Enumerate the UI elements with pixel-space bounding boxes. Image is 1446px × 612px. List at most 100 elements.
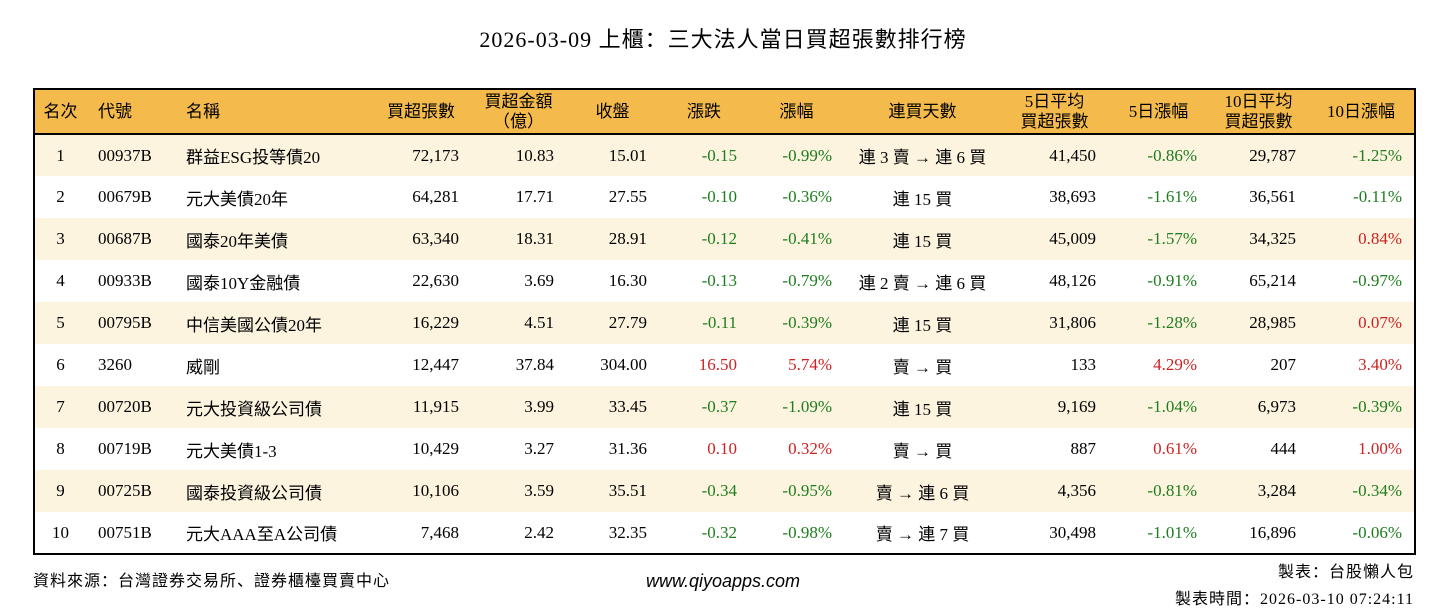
- cell-pct5: 4.29%: [1108, 344, 1209, 387]
- cell-chg_pct: -1.09%: [749, 386, 844, 429]
- cell-pct5: -1.61%: [1108, 176, 1209, 219]
- table-row: 7 00720B 元大投資級公司債 11,915 3.99 33.45 -0.37 -1.09…: [34, 386, 1415, 429]
- cell-vol: 11,915: [371, 386, 471, 429]
- cell-amt: 3.59: [471, 470, 566, 513]
- cell-pct10: 3.40%: [1308, 344, 1415, 387]
- cell-close: 27.79: [566, 302, 659, 345]
- cell-avg10: 65,214: [1209, 260, 1308, 303]
- cell-avg5: 133: [1001, 344, 1108, 387]
- cell-close: 32.35: [566, 512, 659, 555]
- cell-avg10: 36,561: [1209, 176, 1308, 219]
- table-row: 2 00679B 元大美債20年 64,281 17.71 27.55 -0.10 -0.36…: [34, 176, 1415, 219]
- cell-chg_pct: -0.95%: [749, 470, 844, 513]
- cell-chg_pct: 5.74%: [749, 344, 844, 387]
- cell-amt: 18.31: [471, 218, 566, 261]
- col-header-change-pct: 漲幅: [749, 89, 844, 136]
- cell-streak: 連 15 買: [844, 302, 1001, 345]
- cell-name: 國泰20年美債: [176, 218, 371, 261]
- table-header: 名次 代號 名稱 買超張數 買超金額 （億） 收盤 漲跌 漲幅 連買天數 5日平…: [34, 89, 1415, 136]
- cell-rank: 6: [34, 344, 86, 387]
- cell-close: 304.00: [566, 344, 659, 387]
- cell-chg_pct: -0.41%: [749, 218, 844, 261]
- cell-name: 國泰10Y金融債: [176, 260, 371, 303]
- cell-pct5: -0.86%: [1108, 134, 1209, 177]
- cell-pct5: -1.28%: [1108, 302, 1209, 345]
- cell-chg: -0.10: [659, 176, 749, 219]
- col-header-rank: 名次: [34, 89, 86, 136]
- cell-close: 28.91: [566, 218, 659, 261]
- cell-amt: 37.84: [471, 344, 566, 387]
- cell-avg10: 16,896: [1209, 512, 1308, 555]
- cell-rank: 2: [34, 176, 86, 219]
- table-row: 10 00751B 元大AAA至A公司債 7,468 2.42 32.35 -0.32 -0.…: [34, 512, 1415, 555]
- cell-code: 00679B: [86, 176, 176, 219]
- cell-avg10: 28,985: [1209, 302, 1308, 345]
- cell-rank: 5: [34, 302, 86, 345]
- cell-pct10: -0.11%: [1308, 176, 1415, 219]
- header-row: 名次 代號 名稱 買超張數 買超金額 （億） 收盤 漲跌 漲幅 連買天數 5日平…: [34, 89, 1415, 136]
- cell-rank: 10: [34, 512, 86, 555]
- cell-pct10: -0.06%: [1308, 512, 1415, 555]
- cell-vol: 16,229: [371, 302, 471, 345]
- cell-close: 35.51: [566, 470, 659, 513]
- col-header-pct5: 5日漲幅: [1108, 89, 1209, 136]
- cell-avg10: 444: [1209, 428, 1308, 471]
- cell-avg5: 41,450: [1001, 134, 1108, 177]
- cell-name: 中信美國公債20年: [176, 302, 371, 345]
- col-header-buy-amount: 買超金額 （億）: [471, 89, 566, 136]
- col-header-streak: 連買天數: [844, 89, 1001, 136]
- col-header-change: 漲跌: [659, 89, 749, 136]
- cell-streak: 賣 → 連 6 買: [844, 470, 1001, 513]
- cell-chg: -0.37: [659, 386, 749, 429]
- cell-name: 威剛: [176, 344, 371, 387]
- cell-chg: 16.50: [659, 344, 749, 387]
- cell-close: 33.45: [566, 386, 659, 429]
- cell-rank: 4: [34, 260, 86, 303]
- cell-chg_pct: -0.36%: [749, 176, 844, 219]
- cell-vol: 7,468: [371, 512, 471, 555]
- cell-streak: 賣 → 買: [844, 428, 1001, 471]
- cell-rank: 9: [34, 470, 86, 513]
- cell-code: 3260: [86, 344, 176, 387]
- cell-code: 00933B: [86, 260, 176, 303]
- cell-amt: 10.83: [471, 134, 566, 177]
- cell-chg_pct: -0.39%: [749, 302, 844, 345]
- cell-code: 00719B: [86, 428, 176, 471]
- cell-close: 27.55: [566, 176, 659, 219]
- cell-code: 00751B: [86, 512, 176, 555]
- cell-vol: 10,429: [371, 428, 471, 471]
- cell-amt: 3.69: [471, 260, 566, 303]
- cell-avg5: 9,169: [1001, 386, 1108, 429]
- cell-pct10: 1.00%: [1308, 428, 1415, 471]
- cell-code: 00687B: [86, 218, 176, 261]
- cell-avg5: 38,693: [1001, 176, 1108, 219]
- cell-pct10: -1.25%: [1308, 134, 1415, 177]
- cell-vol: 12,447: [371, 344, 471, 387]
- cell-name: 元大AAA至A公司債: [176, 512, 371, 555]
- table-body: 1 00937B 群益ESG投等債20 72,173 10.83 15.01 -0.15 -0…: [34, 134, 1415, 555]
- cell-avg5: 48,126: [1001, 260, 1108, 303]
- cell-name: 元大投資級公司債: [176, 386, 371, 429]
- cell-amt: 4.51: [471, 302, 566, 345]
- cell-chg_pct: -0.98%: [749, 512, 844, 555]
- cell-avg5: 4,356: [1001, 470, 1108, 513]
- cell-vol: 64,281: [371, 176, 471, 219]
- cell-close: 31.36: [566, 428, 659, 471]
- footer-time: 製表時間：2026-03-10 07:24:11: [1175, 591, 1414, 608]
- table-row: 4 00933B 國泰10Y金融債 22,630 3.69 16.30 -0.13 -0.79…: [34, 260, 1415, 303]
- cell-close: 15.01: [566, 134, 659, 177]
- cell-code: 00725B: [86, 470, 176, 513]
- cell-chg: 0.10: [659, 428, 749, 471]
- cell-streak: 賣 → 連 7 買: [844, 512, 1001, 555]
- cell-streak: 連 15 買: [844, 386, 1001, 429]
- page-title: 2026-03-09 上櫃：三大法人當日買超張數排行榜: [479, 27, 967, 52]
- cell-avg5: 31,806: [1001, 302, 1108, 345]
- cell-pct5: -0.91%: [1108, 260, 1209, 303]
- cell-vol: 63,340: [371, 218, 471, 261]
- cell-streak: 連 3 賣 → 連 6 買: [844, 134, 1001, 177]
- cell-chg_pct: -0.79%: [749, 260, 844, 303]
- cell-pct5: -1.57%: [1108, 218, 1209, 261]
- cell-amt: 3.99: [471, 386, 566, 429]
- col-header-code: 代號: [86, 89, 176, 136]
